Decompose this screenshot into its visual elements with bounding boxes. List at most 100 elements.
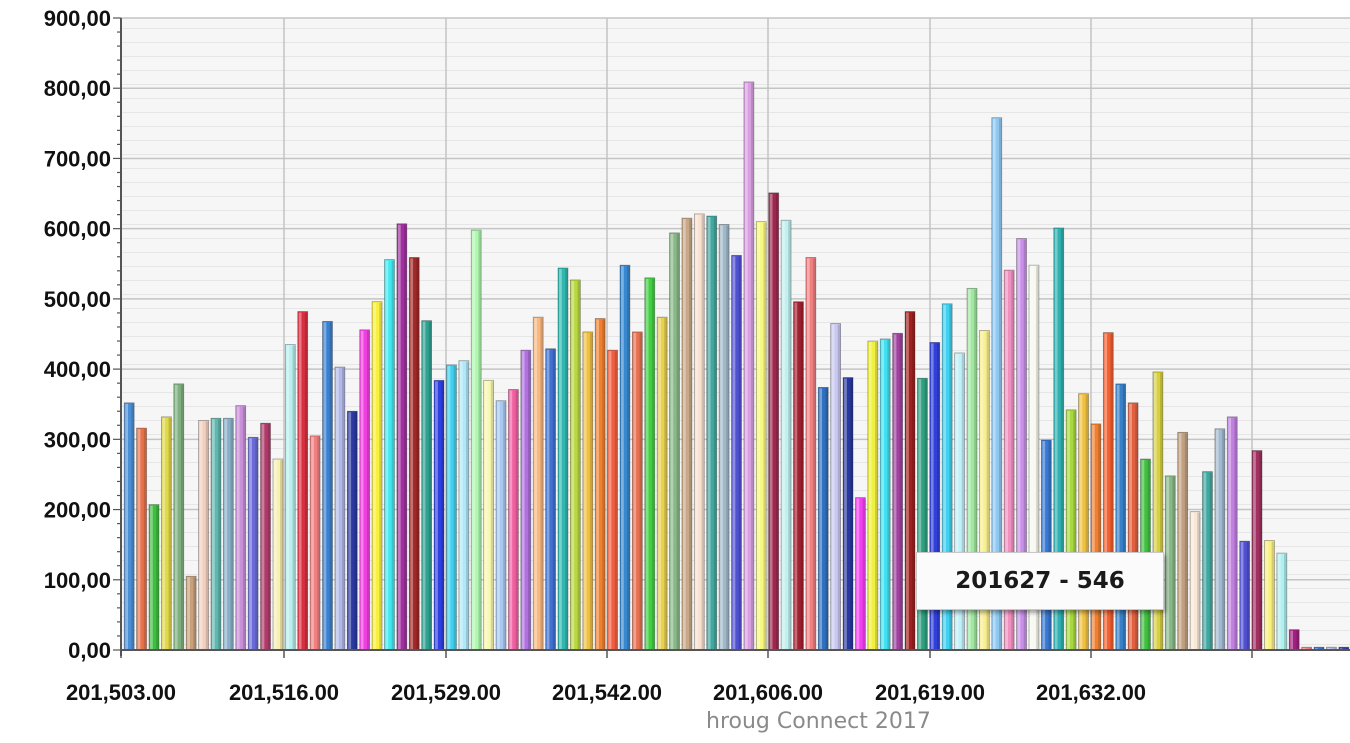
bar-shade — [453, 365, 457, 649]
bar — [1226, 416, 1238, 651]
bar-shade — [490, 381, 494, 649]
bar-highlight — [1203, 472, 1207, 649]
bar-highlight — [806, 258, 810, 649]
bar — [148, 504, 160, 651]
bar — [185, 575, 197, 651]
bar-shade — [651, 278, 655, 649]
bar-shade — [1209, 472, 1213, 649]
bar-highlight — [1315, 648, 1318, 649]
bar — [1065, 409, 1077, 651]
bar — [136, 427, 147, 651]
bar-shade — [738, 256, 742, 649]
bar-shade — [466, 361, 469, 649]
bars — [123, 81, 1350, 651]
bar-highlight — [373, 302, 376, 649]
bar-highlight — [1302, 648, 1306, 649]
bar-shade — [1073, 410, 1076, 649]
bar-shade — [255, 438, 258, 649]
bar-highlight — [236, 406, 240, 649]
bar-highlight — [273, 459, 277, 649]
bar-shade — [342, 368, 345, 649]
bar-shade — [949, 304, 952, 649]
bar-highlight — [397, 224, 401, 650]
bar — [607, 349, 618, 651]
bar-highlight — [348, 412, 352, 649]
bar-highlight — [311, 436, 314, 649]
x-tick-label: 201,632.00 — [1036, 680, 1146, 705]
bar-shade — [639, 332, 643, 649]
bar — [656, 316, 668, 651]
bar — [123, 402, 135, 651]
bar-shade — [404, 224, 407, 650]
bar — [644, 277, 656, 651]
y-tick-label: 900,00 — [44, 6, 111, 31]
bar-highlight — [992, 118, 996, 649]
bar — [805, 257, 817, 651]
bar — [235, 405, 247, 651]
bar-highlight — [1029, 266, 1033, 649]
bar-shade — [441, 381, 444, 649]
bar — [594, 318, 606, 651]
bar-highlight — [1178, 433, 1182, 649]
bar-highlight — [435, 381, 438, 649]
bar-highlight — [744, 82, 748, 649]
bar-highlight — [620, 266, 624, 649]
bar — [446, 364, 457, 651]
bar-shade — [1321, 648, 1324, 649]
bar-shade — [998, 118, 1002, 649]
bar-shade — [689, 219, 692, 649]
bar-shade — [552, 349, 556, 649]
bar — [384, 259, 395, 651]
bar-shade — [1122, 384, 1126, 649]
bar-shade — [1296, 630, 1299, 649]
bar-highlight — [410, 258, 414, 649]
bar — [867, 340, 879, 651]
bar-shade — [540, 318, 543, 649]
bar-highlight — [881, 339, 885, 649]
x-tick-label: 201,542.00 — [552, 680, 662, 705]
bar — [210, 417, 222, 651]
bar-highlight — [509, 390, 513, 649]
bar-shade — [391, 260, 395, 649]
bar — [1239, 540, 1251, 651]
bar-highlight — [596, 319, 599, 649]
bar-highlight — [1265, 541, 1269, 649]
bar-shade — [131, 403, 134, 649]
bar-shade — [763, 222, 767, 649]
bar — [508, 389, 519, 651]
bar-highlight — [844, 378, 847, 649]
bar-shade — [1160, 372, 1163, 649]
bar-shade — [1085, 394, 1089, 649]
bar-shade — [1060, 228, 1064, 649]
bar-shade — [912, 312, 915, 649]
bar-shade — [205, 421, 209, 649]
bar-shade — [354, 412, 358, 649]
bar-highlight — [856, 498, 860, 649]
bar-highlight — [955, 353, 959, 649]
bar-shade — [366, 330, 370, 649]
bar-shade — [478, 231, 481, 649]
bar-highlight — [298, 312, 302, 649]
bar-highlight — [980, 331, 984, 649]
bar — [198, 419, 209, 651]
bar-highlight — [571, 280, 575, 649]
bar-highlight — [1290, 630, 1294, 649]
bar-highlight — [794, 302, 798, 649]
x-tick-label: 201,529.00 — [391, 680, 501, 705]
bar-highlight — [521, 351, 525, 649]
bar-shade — [156, 505, 159, 649]
bar-shade — [602, 319, 605, 649]
bar-shade — [565, 268, 568, 649]
bar — [743, 81, 755, 651]
bar-shade — [800, 302, 804, 649]
bar-highlight — [472, 231, 476, 649]
bar-highlight — [1067, 410, 1070, 649]
bar — [681, 217, 693, 651]
x-tick-label: 201,516.00 — [229, 680, 339, 705]
bar-highlight — [546, 349, 550, 649]
bar-shade — [1308, 648, 1312, 649]
bar — [433, 379, 445, 651]
bar-highlight — [1253, 451, 1256, 649]
bar-highlight — [670, 233, 674, 649]
bar-shade — [577, 280, 581, 649]
